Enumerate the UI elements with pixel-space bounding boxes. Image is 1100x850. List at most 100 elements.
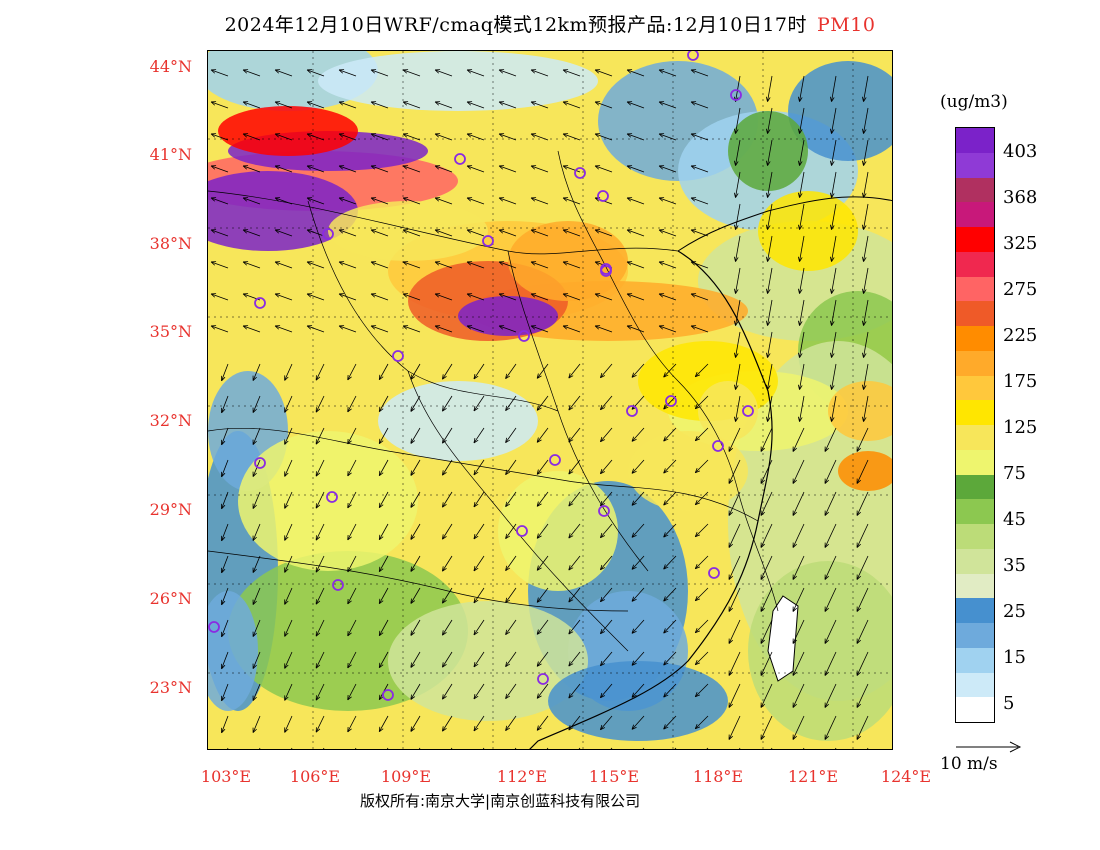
wind-vector: [442, 363, 453, 380]
wind-vector: [315, 619, 325, 637]
wind-vector: [466, 197, 485, 205]
wind-vector: [626, 293, 645, 301]
wind-vector-head: [536, 373, 542, 379]
wind-vector: [505, 683, 517, 699]
wind-vector-head: [760, 510, 765, 516]
wind-vector-head: [220, 375, 226, 382]
pm10-concentration-patch: [208, 51, 378, 111]
wind-vector: [473, 459, 485, 476]
wind-vector: [536, 619, 549, 635]
wind-vector-head: [663, 532, 669, 538]
wind-vector-head: [568, 405, 574, 411]
wind-vector: [735, 331, 741, 358]
wind-vector-head: [631, 564, 637, 570]
wind-vector: [767, 235, 773, 262]
wind-vector-head: [658, 293, 665, 298]
wind-vector: [338, 101, 357, 109]
wind-vector: [824, 683, 837, 708]
wind-vector-head: [562, 261, 569, 266]
wind-vector-head: [378, 438, 384, 445]
wind-vector-head: [568, 373, 574, 379]
wind-vector-head: [568, 437, 574, 443]
wind-vector: [530, 197, 549, 205]
wind-vector-head: [568, 501, 574, 507]
wind-vector-head: [242, 229, 249, 234]
wind-vector-head: [690, 325, 697, 330]
wind-vector: [690, 197, 709, 205]
wind-vector: [831, 331, 837, 358]
wind-vector: [760, 715, 773, 740]
wind-vector-head: [442, 694, 447, 700]
wind-vector: [626, 229, 645, 237]
city-marker: [516, 525, 528, 537]
wind-vector: [252, 523, 261, 541]
wind-vector-head: [694, 595, 701, 602]
wind-vector-head: [242, 133, 249, 138]
wind-vector-head: [594, 261, 601, 266]
wind-vector-head: [861, 160, 867, 166]
wind-vector: [315, 587, 325, 605]
wind-vector-head: [370, 293, 377, 298]
wind-vector: [728, 587, 741, 612]
wind-vector: [594, 229, 613, 237]
wind-vector: [242, 101, 261, 109]
wind-vector: [284, 715, 293, 733]
wind-vector: [473, 555, 485, 572]
city-marker: [626, 405, 638, 417]
wind-vector: [498, 229, 517, 237]
wind-vector-head: [690, 69, 697, 74]
wind-vector-head: [410, 662, 416, 668]
wind-vector: [626, 325, 645, 333]
wind-vector: [690, 101, 709, 109]
wind-vector: [530, 165, 549, 173]
wind-vector: [735, 299, 741, 326]
wind-vector: [221, 491, 229, 509]
wind-vector-head: [861, 256, 867, 262]
wind-vector-head: [315, 535, 321, 541]
colorbar-segment: [956, 375, 994, 401]
wind-vector: [792, 491, 805, 516]
wind-vector: [306, 133, 325, 141]
wind-vector: [594, 325, 613, 333]
wind-vector-head: [733, 224, 739, 230]
wind-vector: [505, 619, 517, 635]
wind-vector-head: [824, 702, 829, 708]
wind-vector: [306, 229, 325, 237]
wind-vector-head: [410, 694, 416, 700]
wind-vector: [410, 683, 421, 700]
wind-vector-head: [733, 288, 739, 294]
wind-vector: [434, 69, 453, 77]
wind-vector: [410, 459, 421, 476]
wind-vector-head: [797, 128, 803, 134]
wind-vector-head: [760, 638, 765, 644]
wind-vector: [221, 587, 229, 605]
lat-label: 41°N: [149, 145, 192, 164]
wind-vector-head: [402, 197, 409, 202]
wind-vector: [221, 651, 229, 669]
wind-vector: [410, 427, 421, 444]
wind-vector: [473, 427, 485, 444]
wind-vector-head: [347, 438, 352, 445]
wind-vector-head: [378, 534, 384, 541]
city-marker: [454, 153, 466, 165]
wind-vector: [338, 229, 357, 237]
wind-vector: [760, 491, 773, 516]
wind-vector: [434, 101, 453, 109]
wind-vector: [562, 69, 581, 77]
wind-vector: [306, 325, 325, 333]
wind-vector-head: [410, 630, 416, 636]
wind-vector: [690, 261, 709, 269]
wind-vector-head: [338, 197, 345, 202]
wind-vector: [473, 395, 485, 412]
colorbar-label: 75: [1003, 463, 1026, 484]
wind-vector: [378, 427, 389, 444]
wind-vector-head: [220, 599, 226, 606]
wind-vector-head: [562, 197, 569, 202]
city-marker: [600, 265, 612, 277]
wind-vector: [370, 133, 389, 141]
colorbar-label: 225: [1003, 325, 1038, 346]
wind-vector-head: [663, 596, 669, 602]
wind-vector-head: [829, 288, 835, 294]
wind-vector-head: [594, 229, 601, 234]
city-marker: [549, 454, 561, 466]
